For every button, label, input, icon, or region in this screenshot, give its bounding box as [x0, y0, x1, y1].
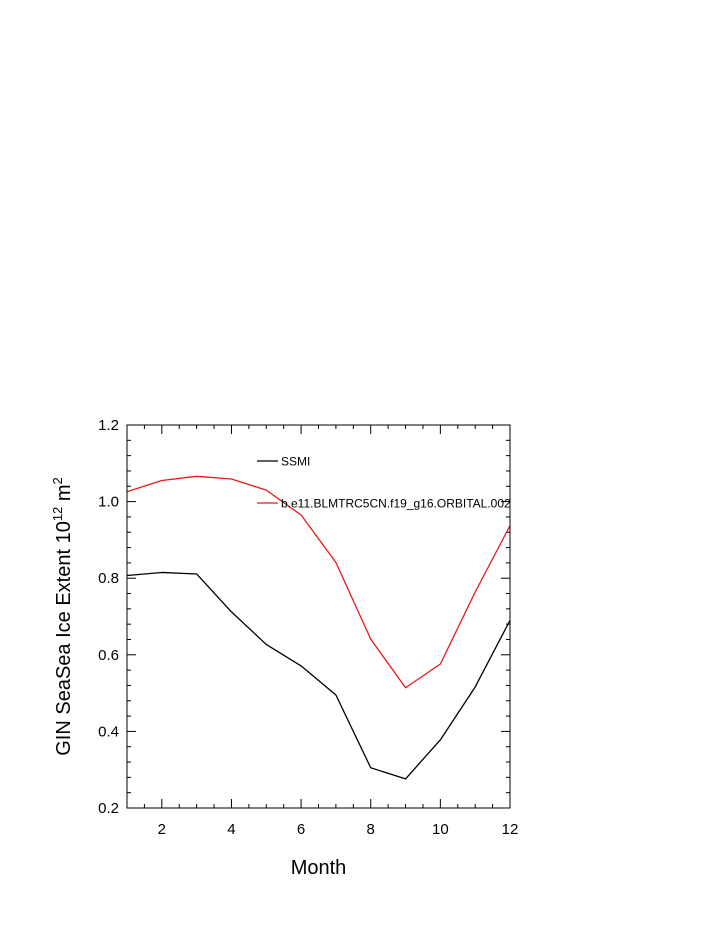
x-tick-label: 12 [502, 821, 519, 838]
y-tick-labels: 0.2 0.4 0.6 0.8 1.0 1.2 [98, 417, 119, 817]
legend-label-ssmi: SSMI [281, 455, 310, 469]
y-tick-label: 0.8 [98, 570, 119, 587]
legend: SSMI b.e11.BLMTRC5CN.f19_g16.ORBITAL.002 [257, 455, 511, 511]
x-tick-label: 6 [297, 821, 305, 838]
y-axis-title-unit: m [53, 484, 75, 506]
x-axis-title: Month [291, 857, 347, 879]
major-ticks [127, 424, 511, 809]
x-tick-labels: 2 4 6 8 10 12 [158, 821, 519, 838]
series-layer [126, 475, 511, 780]
y-tick-label: 0.6 [98, 647, 119, 664]
series-line-model [126, 475, 511, 689]
x-tick-label: 10 [432, 821, 449, 838]
y-axis-title: GIN SeaSea Ice Extent 1012 m2 [50, 477, 75, 756]
plot-frame [126, 424, 511, 809]
y-axis-title-exponent: 12 [50, 507, 65, 521]
x-tick-label: 2 [158, 821, 166, 838]
y-tick-label: 0.4 [98, 723, 119, 740]
x-tick-label: 8 [367, 821, 375, 838]
x-tick-label: 4 [227, 821, 235, 838]
y-axis-title-unit-exponent: 2 [50, 477, 65, 484]
series-line-ssmi [126, 571, 511, 780]
y-axis-title-main: GIN SeaSea Ice Extent 10 [53, 521, 75, 756]
y-tick-label: 1.2 [98, 417, 119, 434]
legend-label-model: b.e11.BLMTRC5CN.f19_g16.ORBITAL.002 [281, 497, 511, 511]
minor-ticks [126, 425, 510, 808]
y-tick-label: 1.0 [98, 494, 119, 511]
y-tick-label: 0.2 [98, 800, 119, 817]
